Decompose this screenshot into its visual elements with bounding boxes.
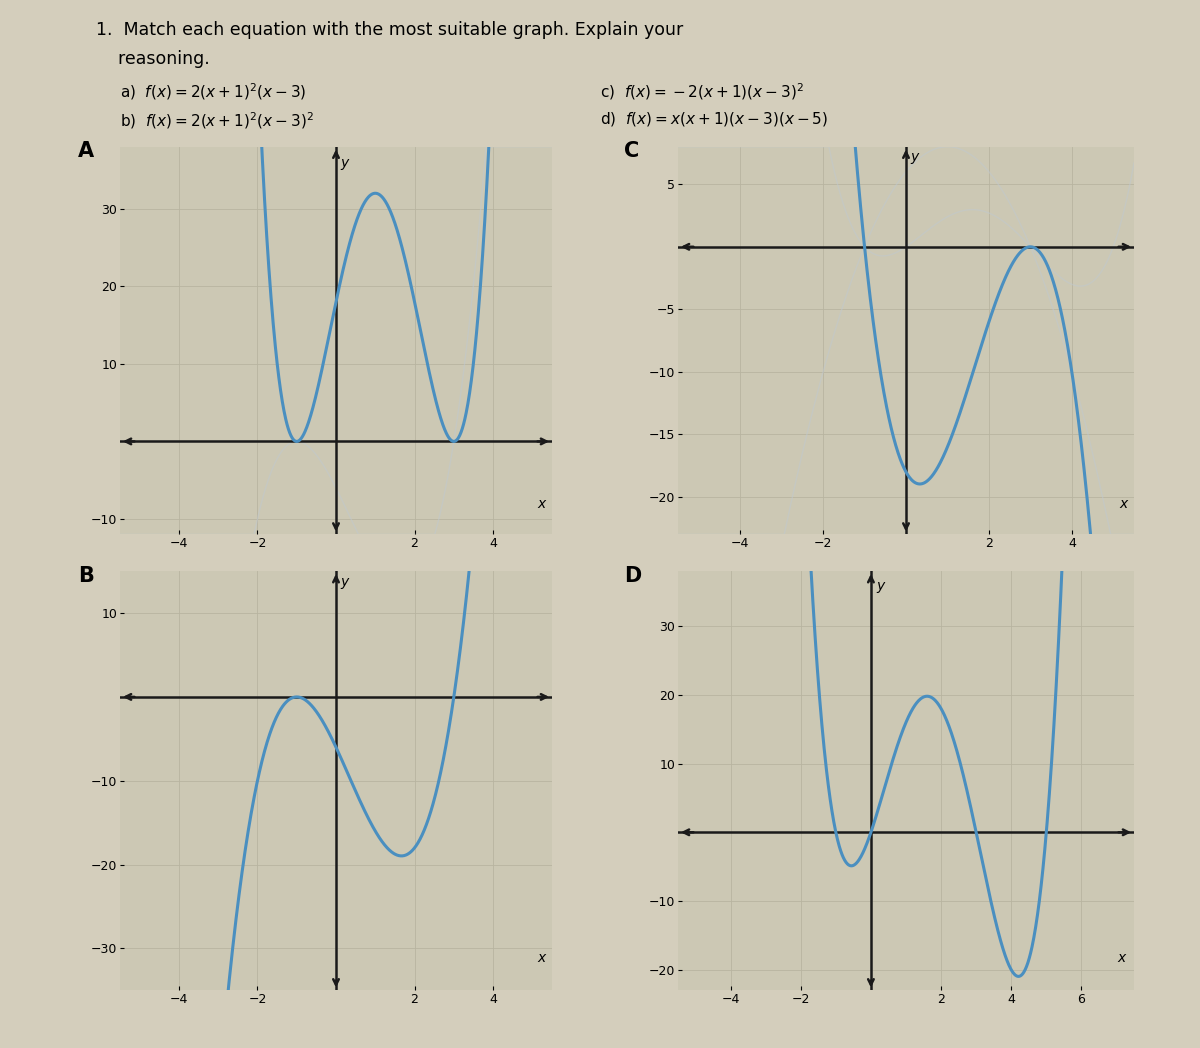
Text: b)  $f(x) = 2(x + 1)^2(x - 3)^2$: b) $f(x) = 2(x + 1)^2(x - 3)^2$ xyxy=(120,110,314,131)
Text: y: y xyxy=(341,575,348,589)
Text: x: x xyxy=(538,497,546,511)
Text: d)  $f(x) = x(x + 1)(x - 3)(x - 5)$: d) $f(x) = x(x + 1)(x - 3)(x - 5)$ xyxy=(600,110,828,128)
Text: y: y xyxy=(876,578,884,593)
Text: x: x xyxy=(1118,952,1126,965)
Text: c)  $f(x) = -2(x + 1)(x - 3)^2$: c) $f(x) = -2(x + 1)(x - 3)^2$ xyxy=(600,82,804,103)
Text: x: x xyxy=(538,952,546,965)
Text: y: y xyxy=(341,155,348,170)
Text: reasoning.: reasoning. xyxy=(96,50,210,68)
Text: D: D xyxy=(624,566,641,586)
Text: y: y xyxy=(911,150,919,163)
Text: C: C xyxy=(624,141,640,161)
Text: B: B xyxy=(78,566,94,586)
Text: A: A xyxy=(78,141,94,161)
Text: a)  $f(x) = 2(x + 1)^2(x - 3)$: a) $f(x) = 2(x + 1)^2(x - 3)$ xyxy=(120,82,306,103)
Text: x: x xyxy=(1118,497,1127,511)
Text: 1.  Match each equation with the most suitable graph. Explain your: 1. Match each equation with the most sui… xyxy=(96,21,683,39)
